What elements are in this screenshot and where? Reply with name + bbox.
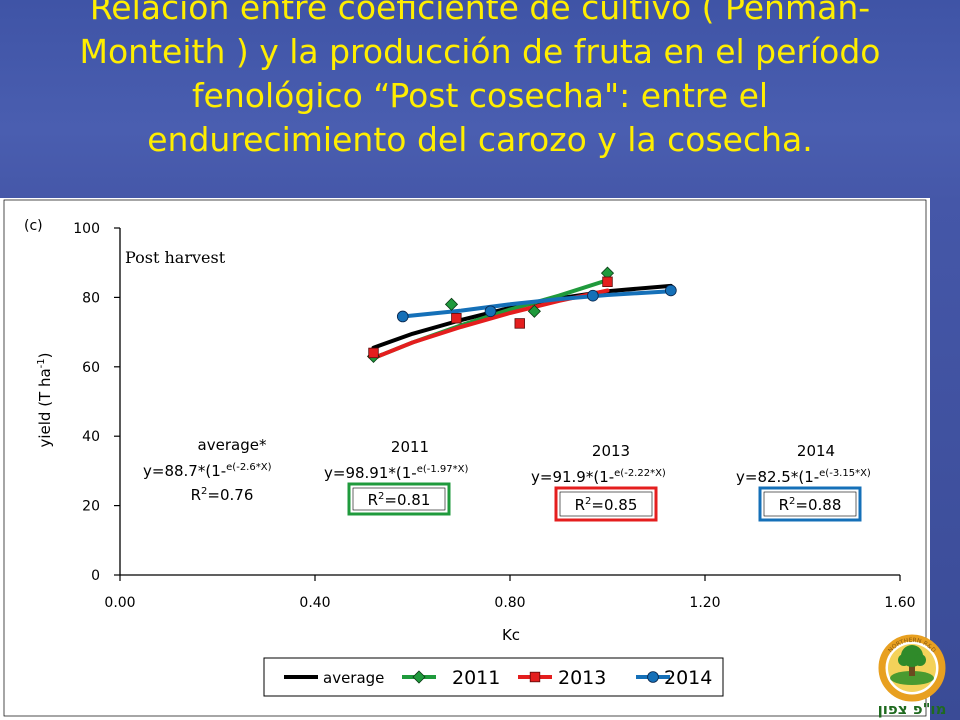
equation-heading: average* bbox=[198, 436, 267, 454]
fit-lines bbox=[371, 278, 673, 361]
r2-inner-box bbox=[763, 491, 857, 517]
equation-block-2011: 2011 y=98.91*(1-e(-1.97*X) R2=0.81 bbox=[324, 438, 468, 516]
title-line-1: Relación entre coeficiente de cultivo ( … bbox=[89, 0, 871, 27]
equation-formula: y=82.5*(1-e(-3.15*X) bbox=[736, 468, 871, 486]
x-tick-label: 1.20 bbox=[689, 595, 720, 611]
data-point-2014 bbox=[484, 305, 497, 318]
equation-heading: 2014 bbox=[797, 442, 835, 460]
chart-svg: 0.00 0.40 0.80 1.20 1.60 0 20 40 60 80 100 (c) Pos… bbox=[3, 199, 927, 717]
post-harvest-annotation: Post harvest bbox=[125, 248, 226, 267]
chart-axes bbox=[119, 228, 900, 576]
x-tick-label: 0.40 bbox=[299, 595, 330, 611]
x-axis-label: Kc bbox=[502, 626, 520, 644]
equation-r2: R2=0.88 bbox=[779, 496, 842, 514]
northern-rd-logo: NORTHERN R&D מו"פ צפון bbox=[878, 634, 947, 718]
equation-block-2014: 2014 y=82.5*(1-e(-3.15*X) R2=0.88 bbox=[736, 442, 871, 522]
chart-frame bbox=[3, 199, 927, 717]
r2-inner-box bbox=[559, 491, 653, 517]
legend-label: average bbox=[323, 669, 384, 687]
legend: average 2011 2013 2014 bbox=[263, 657, 724, 697]
y-tick-label: 0 bbox=[91, 568, 100, 584]
equation-block-2013: 2013 y=91.9*(1-e(-2.22*X) R2=0.85 bbox=[531, 442, 666, 522]
data-point-2014 bbox=[587, 289, 599, 302]
data-markers bbox=[366, 266, 677, 363]
equation-r2: R2=0.76 bbox=[191, 486, 254, 504]
legend-marker bbox=[529, 671, 541, 683]
axis-ticks: 0.00 0.40 0.80 1.20 1.60 0 20 40 60 80 100 bbox=[73, 221, 915, 611]
r2-box bbox=[554, 486, 658, 522]
y-axis-label-close: ) bbox=[36, 352, 54, 358]
logo-hebrew-text: מו"פ צפון bbox=[878, 700, 947, 718]
legend-item-2014: 2014 bbox=[636, 667, 712, 689]
legend-label: 2013 bbox=[558, 667, 606, 689]
data-point-2014 bbox=[665, 284, 677, 297]
r2-box bbox=[758, 486, 862, 522]
data-point-2014 bbox=[396, 310, 409, 323]
legend-label: 2011 bbox=[452, 667, 500, 689]
panel-label: (c) bbox=[24, 218, 43, 234]
r2-inner-box bbox=[352, 487, 446, 511]
y-tick-label: 80 bbox=[82, 290, 100, 306]
data-point-2013 bbox=[451, 313, 462, 324]
x-tick-label: 0.00 bbox=[104, 595, 135, 611]
equation-r2: R2=0.81 bbox=[368, 491, 431, 509]
x-tick-label: 1.60 bbox=[884, 595, 915, 611]
slide-title: Relación entre coeficiente de cultivo ( … bbox=[0, 0, 960, 162]
equation-formula: y=88.7*(1-e(-2.6*X) bbox=[143, 462, 272, 480]
legend-item-average: average bbox=[284, 669, 384, 687]
title-line-2: Monteith ) y la producción de fruta en e… bbox=[79, 32, 881, 71]
equation-formula: y=98.91*(1-e(-1.97*X) bbox=[324, 464, 468, 482]
title-line-3: fenológico “Post cosecha": entre el bbox=[191, 76, 769, 115]
equation-r2: R2=0.85 bbox=[575, 496, 638, 514]
data-point-2013 bbox=[602, 276, 613, 287]
r2-box bbox=[347, 482, 451, 516]
equation-formula: y=91.9*(1-e(-2.22*X) bbox=[531, 468, 666, 486]
fit-line-2014 bbox=[400, 289, 673, 319]
y-axis-label-sup: -1 bbox=[36, 358, 47, 368]
data-point-2011 bbox=[444, 297, 459, 311]
y-tick-label: 40 bbox=[82, 429, 100, 445]
equation-heading: 2013 bbox=[592, 442, 630, 460]
equation-heading: 2011 bbox=[391, 438, 429, 456]
y-axis-label: yield (T ha-1) bbox=[36, 352, 54, 447]
legend-marker bbox=[647, 671, 659, 683]
fit-line-2013 bbox=[371, 288, 610, 361]
y-axis-label-main: yield (T ha bbox=[36, 368, 54, 447]
legend-label: 2014 bbox=[664, 667, 712, 689]
data-point-2013 bbox=[368, 347, 379, 359]
y-tick-label: 20 bbox=[82, 499, 100, 515]
equations: average* y=88.7*(1-e(-2.6*X) R2=0.76 2011 y=… bbox=[143, 436, 871, 522]
x-tick-label: 0.80 bbox=[494, 595, 525, 611]
legend-item-2011: 2011 bbox=[402, 667, 500, 689]
legend-marker bbox=[412, 670, 426, 684]
y-tick-label: 100 bbox=[73, 221, 100, 237]
equation-block-average: average* y=88.7*(1-e(-2.6*X) R2=0.76 bbox=[143, 436, 272, 504]
data-point-2011 bbox=[527, 304, 541, 318]
legend-item-2013: 2013 bbox=[518, 667, 606, 689]
title-line-4: endurecimiento del carozo y la cosecha. bbox=[147, 120, 813, 159]
data-point-2013 bbox=[514, 318, 525, 329]
y-tick-label: 60 bbox=[82, 360, 100, 376]
chart-panel: 0.00 0.40 0.80 1.20 1.60 0 20 40 60 80 100 (c) Pos… bbox=[0, 198, 930, 720]
